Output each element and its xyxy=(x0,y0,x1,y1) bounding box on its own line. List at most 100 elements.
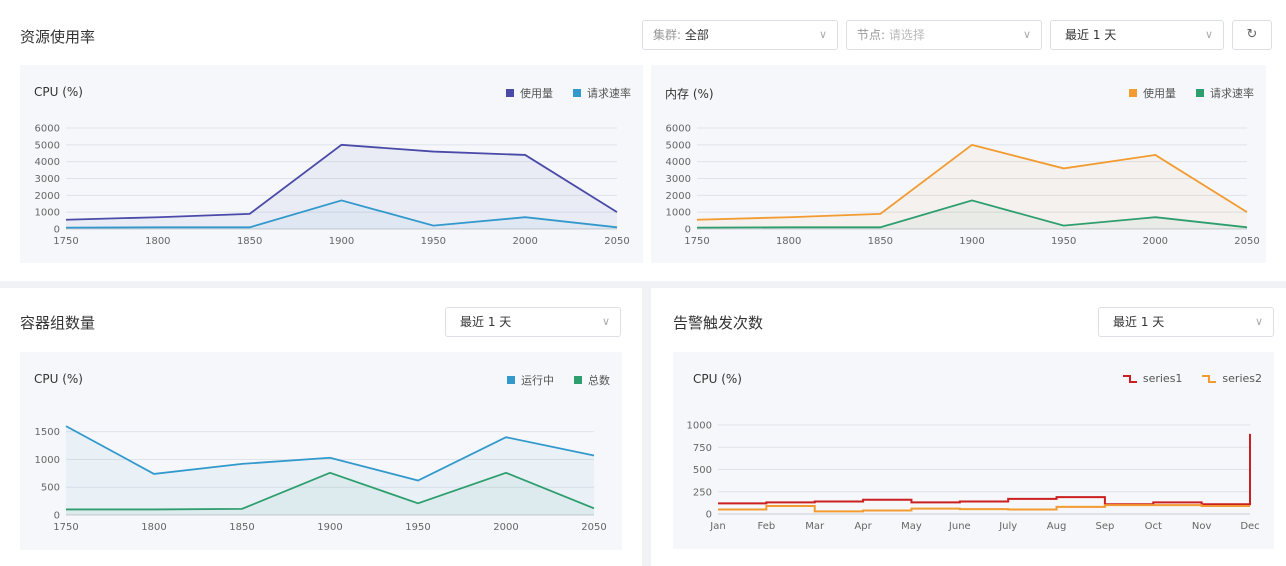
x-tick-label: 1850 xyxy=(237,236,262,247)
legend-swatch xyxy=(1196,89,1204,97)
y-tick-label: 1000 xyxy=(687,421,712,432)
time-range-value: 最近 1 天 xyxy=(1113,315,1165,329)
legend-label: 请求速率 xyxy=(1210,87,1254,100)
legend-item[interactable]: 总数 xyxy=(574,372,610,388)
legend-label: 使用量 xyxy=(520,87,553,100)
x-tick-label: 2000 xyxy=(512,236,537,247)
x-tick-label: 1900 xyxy=(959,236,984,247)
legend-swatch xyxy=(574,376,582,384)
chart-title: CPU (%) xyxy=(34,85,83,99)
legend-item[interactable]: 请求速率 xyxy=(573,85,631,101)
legend-item[interactable]: series2 xyxy=(1202,372,1262,385)
chevron-down-icon: ∨ xyxy=(1022,28,1031,41)
alert-chart-card: CPU (%) series1 series2 0 250 500 750 1000 Ja… xyxy=(673,352,1274,549)
x-tick-label: 2050 xyxy=(604,236,629,247)
y-tick-label: 1000 xyxy=(35,208,60,219)
alert-count-chart: 0 250 500 750 1000 Jan Feb Mar Apr May June July Aug… xyxy=(687,421,1260,533)
alert-count-panel: 告警触发次数 最近 1 天 ∨ CPU (%) series1 series2 … xyxy=(651,288,1286,566)
y-tick-label: 0 xyxy=(54,511,60,522)
x-tick-label: Aug xyxy=(1047,521,1067,532)
time-range-select[interactable]: 最近 1 天 ∨ xyxy=(1098,307,1274,337)
x-tick-label: Sep xyxy=(1095,521,1114,532)
y-tick-label: 0 xyxy=(706,510,712,521)
legend-swatch xyxy=(507,376,515,384)
refresh-icon: ↻ xyxy=(1246,27,1258,42)
x-tick-label: 1750 xyxy=(53,522,78,533)
y-tick-label: 250 xyxy=(693,487,712,498)
y-tick-label: 6000 xyxy=(666,124,691,135)
x-tick-label: 1950 xyxy=(1051,236,1076,247)
x-tick-label: 1850 xyxy=(229,522,254,533)
x-tick-label: 1950 xyxy=(421,236,446,247)
series-area xyxy=(66,144,617,229)
section-title: 告警触发次数 xyxy=(673,314,764,332)
x-tick-label: July xyxy=(998,521,1017,532)
y-tick-label: 5000 xyxy=(666,140,691,151)
node-select-prefix: 节点: xyxy=(857,28,886,42)
cluster-select[interactable]: 集群: 全部 ∨ xyxy=(642,20,838,50)
pod-count-chart: 0 500 1000 1500 1750 1800 1850 1900 1950 2000 2050 xyxy=(35,425,607,533)
y-tick-label: 6000 xyxy=(35,124,60,135)
series-line xyxy=(718,433,1251,506)
legend-label: 运行中 xyxy=(521,374,554,387)
chart-legend: series1 series2 xyxy=(1122,372,1262,385)
x-tick-label: Dec xyxy=(1240,521,1259,532)
x-tick-label: Apr xyxy=(854,521,872,532)
step-line-icon xyxy=(1122,374,1137,383)
legend-item[interactable]: 请求速率 xyxy=(1196,85,1254,101)
node-select[interactable]: 节点: 请选择 ∨ xyxy=(846,20,1042,50)
y-tick-label: 3000 xyxy=(666,174,691,185)
x-tick-label: 1900 xyxy=(329,236,354,247)
x-tick-label: Jan xyxy=(709,521,725,532)
chart-title: CPU (%) xyxy=(693,372,742,386)
resource-usage-panel: 资源使用率 集群: 全部 ∨ 节点: 请选择 ∨ 最近 1 天 ∨ ↻ CPU … xyxy=(0,0,1286,281)
time-range-select[interactable]: 最近 1 天 ∨ xyxy=(1050,20,1224,50)
legend-swatch xyxy=(573,89,581,97)
series-area xyxy=(66,472,594,515)
x-tick-label: 1850 xyxy=(868,236,893,247)
cpu-usage-chart: 0 1000 2000 3000 4000 5000 6000 1750 1800 1850 190… xyxy=(35,124,630,248)
series-area xyxy=(697,144,1247,229)
legend-item[interactable]: 使用量 xyxy=(1129,85,1176,101)
chevron-down-icon: ∨ xyxy=(1204,28,1213,41)
chevron-down-icon: ∨ xyxy=(818,28,827,41)
x-tick-label: 1800 xyxy=(145,236,170,247)
chevron-down-icon: ∨ xyxy=(1254,315,1263,328)
series-line xyxy=(718,504,1250,513)
legend-item[interactable]: series1 xyxy=(1122,372,1182,385)
y-tick-label: 1500 xyxy=(35,427,60,438)
series-area xyxy=(66,426,594,515)
legend-swatch xyxy=(1129,89,1137,97)
cpu-chart-card: CPU (%) 使用量 请求速率 0 1000 2000 3000 4000 5000 60… xyxy=(20,65,643,263)
x-tick-label: 2050 xyxy=(581,522,606,533)
x-tick-label: 1750 xyxy=(53,236,78,247)
legend-item[interactable]: 使用量 xyxy=(506,85,553,101)
y-tick-label: 0 xyxy=(54,225,60,236)
x-tick-label: Feb xyxy=(758,521,776,532)
x-tick-label: 2000 xyxy=(493,522,518,533)
time-range-select[interactable]: 最近 1 天 ∨ xyxy=(445,307,621,337)
y-tick-label: 500 xyxy=(693,465,712,476)
memory-usage-chart: 0 1000 2000 3000 4000 5000 6000 1750 1800 1850 190… xyxy=(666,124,1260,248)
y-tick-label: 4000 xyxy=(35,157,60,168)
memory-chart-card: 内存 (%) 使用量 请求速率 0 1000 2000 3000 4000 5000 600… xyxy=(651,65,1266,263)
pod-chart-card: CPU (%) 运行中 总数 0 500 1000 1500 1750 1800 1850 1… xyxy=(20,352,622,550)
x-tick-label: Oct xyxy=(1145,521,1162,532)
x-tick-label: 1750 xyxy=(684,236,709,247)
x-tick-label: May xyxy=(901,521,922,532)
chart-title: 内存 (%) xyxy=(665,87,714,101)
time-range-value: 最近 1 天 xyxy=(1065,28,1117,42)
refresh-button[interactable]: ↻ xyxy=(1232,20,1272,50)
legend-label: 请求速率 xyxy=(587,87,631,100)
pod-count-panel: 容器组数量 最近 1 天 ∨ CPU (%) 运行中 总数 0 500 1000 15… xyxy=(0,288,642,566)
legend-label: 总数 xyxy=(588,374,610,387)
y-tick-label: 5000 xyxy=(35,140,60,151)
x-tick-label: 1900 xyxy=(317,522,342,533)
y-tick-label: 2000 xyxy=(666,191,691,202)
legend-item[interactable]: 运行中 xyxy=(507,372,554,388)
x-tick-label: 1950 xyxy=(405,522,430,533)
y-tick-label: 1000 xyxy=(35,455,60,466)
section-title: 容器组数量 xyxy=(20,314,96,332)
chevron-down-icon: ∨ xyxy=(601,315,610,328)
x-tick-label: 2050 xyxy=(1234,236,1259,247)
